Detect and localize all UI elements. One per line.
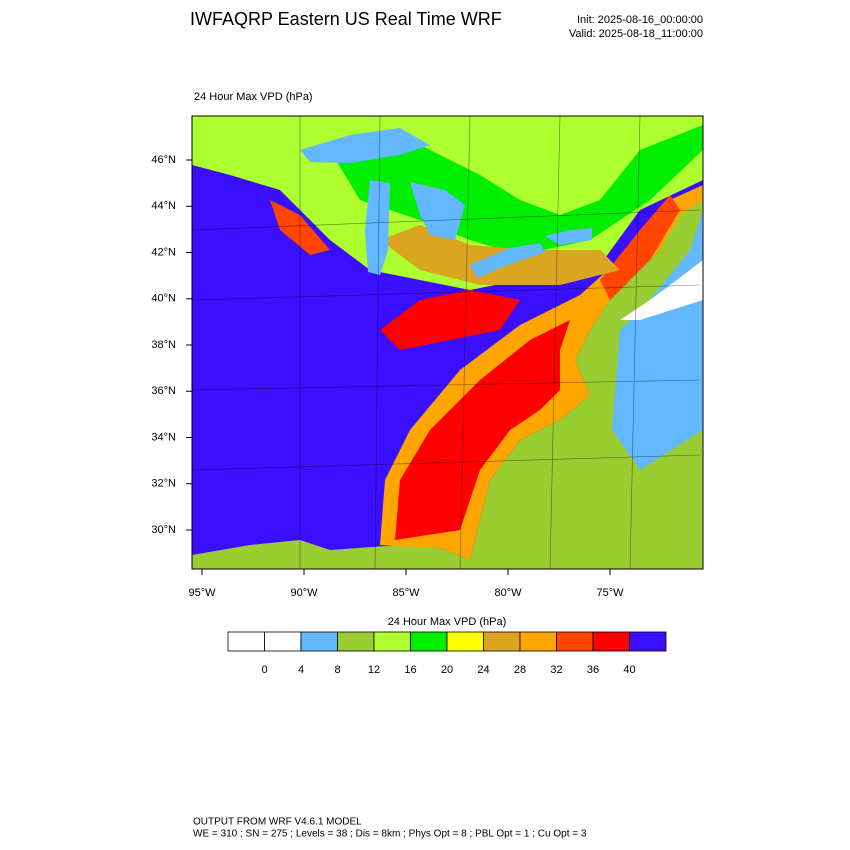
colorbar-box xyxy=(592,631,630,652)
lake-michigan xyxy=(365,180,390,275)
colorbar-box xyxy=(300,631,338,652)
colorbar-box xyxy=(227,631,265,652)
colorbar: 0 4 8 12 16 20 24 28 32 36 40 xyxy=(227,631,667,676)
lon-label: 95°W xyxy=(188,587,216,599)
colorbar-label: 4 xyxy=(298,664,304,676)
colorbar-label: 32 xyxy=(550,664,562,676)
lake-superior xyxy=(300,128,430,163)
colorbar-box xyxy=(556,631,594,652)
colorbar-box xyxy=(337,631,375,652)
colorbar-title: 24 Hour Max VPD (hPa) xyxy=(388,616,507,628)
footer-line: OUTPUT FROM WRF V4.6.1 MODEL xyxy=(193,817,362,828)
colorbar-label: 24 xyxy=(477,664,489,676)
colorbar-label: 28 xyxy=(514,664,526,676)
land-red-ne xyxy=(600,195,680,300)
colorbar-label: 8 xyxy=(334,664,340,676)
colorbar-box xyxy=(373,631,411,652)
lake-erie xyxy=(470,243,545,278)
init-time: Init: 2025-08-16_00:00:00 xyxy=(577,14,703,26)
colorbar-label: 12 xyxy=(368,664,380,676)
lon-label: 90°W xyxy=(290,587,318,599)
lat-label: 44°N xyxy=(151,200,176,212)
lon-labels: 95°W 90°W 85°W 80°W 75°W xyxy=(188,569,624,599)
colorbar-box xyxy=(446,631,484,652)
lon-label: 80°W xyxy=(494,587,522,599)
colorbar-label: 16 xyxy=(404,664,416,676)
colorbar-box xyxy=(264,631,302,652)
map-frame xyxy=(191,115,704,570)
ocean-min xyxy=(620,260,703,320)
lake-huron xyxy=(410,182,465,240)
colorbar-box xyxy=(629,631,667,652)
lat-labels: 46°N 44°N 42°N 40°N 38°N 36°N 34°N 32°N 30°N xyxy=(151,154,192,536)
colorbar-label: 36 xyxy=(587,664,599,676)
lat-label: 40°N xyxy=(151,293,176,305)
lon-label: 75°W xyxy=(596,587,624,599)
colorbar-label: 40 xyxy=(623,664,635,676)
colorbar-box xyxy=(483,631,521,652)
colorbar-label: 0 xyxy=(261,664,267,676)
lat-label: 46°N xyxy=(151,154,176,166)
valid-time: Valid: 2025-08-18_11:00:00 xyxy=(569,28,703,40)
land-green xyxy=(330,125,703,255)
ocean-low xyxy=(612,210,703,470)
colorbar-label: 20 xyxy=(441,664,453,676)
lat-label: 34°N xyxy=(151,431,176,443)
map-title: 24 Hour Max VPD (hPa) xyxy=(194,91,313,103)
land-red-mid xyxy=(380,290,520,350)
lat-label: 36°N xyxy=(151,385,176,397)
lat-label: 38°N xyxy=(151,339,176,351)
borders xyxy=(192,116,701,569)
colorbar-box xyxy=(519,631,557,652)
lat-label: 42°N xyxy=(151,246,176,258)
footer-line: WE = 310 ; SN = 275 ; Levels = 38 ; Dis … xyxy=(193,829,587,840)
page-title: IWFAQRP Eastern US Real Time WRF xyxy=(190,9,502,29)
land-red xyxy=(395,320,570,540)
colorbar-box xyxy=(410,631,448,652)
lon-label: 85°W xyxy=(392,587,420,599)
lat-label: 32°N xyxy=(151,478,176,490)
map xyxy=(192,116,703,569)
lake-ontario xyxy=(545,228,592,245)
lat-label: 30°N xyxy=(151,524,176,536)
